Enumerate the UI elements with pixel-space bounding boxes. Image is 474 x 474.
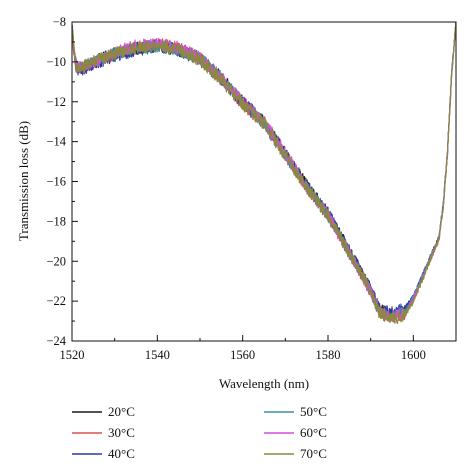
legend-label: 60°C bbox=[300, 425, 327, 440]
y-tick-label: −24 bbox=[46, 334, 66, 348]
x-tick-label: 1580 bbox=[316, 348, 341, 362]
y-tick-label: −12 bbox=[46, 95, 66, 109]
y-tick-label: −20 bbox=[46, 254, 66, 268]
legend: 20°C 30°C 40°C 50°C 60°C 70°C bbox=[72, 404, 327, 461]
axis-layer: 1520 1540 1560 1580 1600 −24 −22 −20 −18 −16 −14 −1… bbox=[46, 15, 425, 362]
x-axis-title: Wavelength (nm) bbox=[219, 376, 309, 391]
legend-label: 70°C bbox=[300, 446, 327, 461]
y-tick-label: −10 bbox=[46, 55, 66, 69]
x-tick-label: 1560 bbox=[230, 348, 255, 362]
x-tick-label: 1540 bbox=[145, 348, 170, 362]
y-tick-label: −8 bbox=[53, 15, 66, 29]
plot-frame bbox=[71, 21, 457, 342]
series-line bbox=[71, 24, 457, 323]
y-tick-label: −18 bbox=[46, 214, 66, 228]
x-tick-label: 1600 bbox=[401, 348, 426, 362]
legend-label: 30°C bbox=[108, 425, 135, 440]
series-line bbox=[71, 24, 457, 324]
y-tick-label: −22 bbox=[46, 294, 66, 308]
x-tick-label: 1520 bbox=[60, 348, 85, 362]
y-tick-label: −16 bbox=[46, 175, 66, 189]
y-axis-title: Transmission loss (dB) bbox=[16, 121, 31, 241]
legend-label: 20°C bbox=[108, 404, 135, 419]
legend-label: 50°C bbox=[300, 404, 327, 419]
y-tick-label: −14 bbox=[46, 135, 66, 149]
series-line bbox=[71, 21, 457, 319]
series-line bbox=[71, 21, 457, 324]
series-layer bbox=[71, 21, 457, 324]
series-line bbox=[71, 22, 457, 322]
legend-label: 40°C bbox=[108, 446, 135, 461]
series-line bbox=[71, 22, 457, 322]
